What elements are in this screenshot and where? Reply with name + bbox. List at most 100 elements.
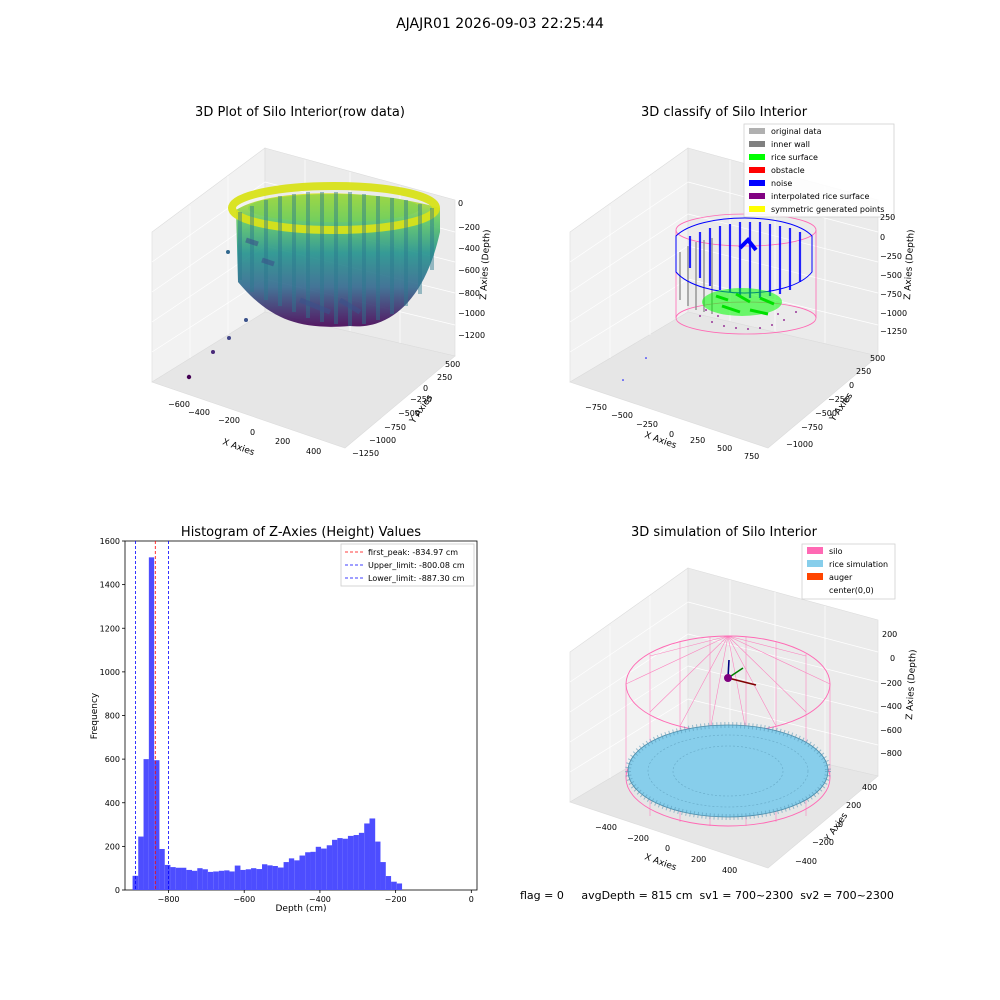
histogram-bar: [234, 865, 241, 890]
svg-text:750: 750: [744, 452, 759, 461]
svg-text:400: 400: [862, 783, 877, 792]
histogram-bar: [224, 870, 230, 890]
histogram-bar: [299, 855, 306, 890]
histogram-bar: [294, 860, 300, 890]
svg-text:−250: −250: [828, 395, 850, 404]
simulation-x-label: X Axies: [643, 852, 678, 873]
panel-raw-3d: 3D Plot of Silo Interior(row data): [151, 105, 493, 458]
pane-floor: [569, 311, 879, 449]
svg-text:400: 400: [722, 866, 737, 875]
histogram-bar: [143, 759, 149, 891]
legend-label: noise: [771, 179, 792, 188]
svg-text:−200: −200: [880, 679, 902, 688]
histogram-bar: [358, 832, 365, 890]
histogram-bar: [229, 871, 235, 890]
legend-label: original data: [771, 127, 822, 136]
svg-text:−500: −500: [815, 409, 837, 418]
histogram-bar: [353, 835, 359, 890]
histogram-bar: [245, 869, 252, 890]
svg-text:−200: −200: [218, 416, 240, 425]
histogram-bar: [256, 869, 263, 890]
x-tick-label: −600: [233, 895, 255, 904]
simulation-y-ticks: −400 −200 0 200 400: [795, 783, 877, 866]
svg-text:−600: −600: [168, 400, 190, 409]
histogram-bar: [332, 839, 338, 890]
y-tick-label: 1400: [100, 581, 120, 590]
raw-y-ticks: −1250 −1000 −750 −500 −250 0 250 500: [352, 360, 460, 458]
svg-text:−500: −500: [611, 411, 633, 420]
histogram-bar: [148, 557, 155, 890]
svg-text:200: 200: [882, 630, 897, 639]
simulation-x-ticks: −400 −200 0 200 400: [595, 823, 737, 875]
histogram-bar: [321, 848, 327, 890]
svg-text:−400: −400: [595, 823, 617, 832]
svg-text:−600: −600: [880, 726, 902, 735]
svg-text:0: 0: [250, 428, 255, 437]
simulation-legend: silo rice simulation auger center(0,0): [801, 543, 896, 600]
x-tick-label: −400: [309, 895, 331, 904]
figure-title: AJAJR01 2026-09-03 22:25:44: [396, 16, 604, 32]
histogram-bar: [391, 881, 397, 890]
svg-text:−400: −400: [880, 702, 902, 711]
rice-simulation-surface: [625, 722, 831, 820]
histogram-bar: [305, 852, 311, 890]
classify-legend: original data inner wall rice surface obsta…: [743, 123, 895, 218]
legend-label: interpolated rice surface: [771, 192, 869, 201]
svg-text:−1000: −1000: [369, 436, 396, 445]
x-tick-label: 0: [469, 895, 474, 904]
legend-label: inner wall: [771, 140, 810, 149]
legend-label: symmetric generated points: [771, 205, 884, 214]
legend-label: silo: [829, 547, 843, 556]
histogram-bar: [186, 869, 192, 890]
svg-text:0: 0: [423, 384, 428, 393]
classify-y-ticks: −1000 −750 −500 −250 0 250 500: [786, 354, 885, 449]
legend-swatch: [749, 180, 765, 186]
histogram-bar: [342, 838, 348, 890]
svg-text:−200: −200: [812, 838, 834, 847]
panel-classify-title: 3D classify of Silo Interior: [641, 105, 808, 120]
histogram-bar: [310, 851, 316, 890]
histogram-x-label: Depth (cm): [275, 904, 326, 914]
histogram-y-label: Frequency: [90, 692, 100, 739]
svg-text:−750: −750: [585, 403, 607, 412]
svg-text:400: 400: [306, 447, 321, 456]
legend-swatch: [807, 560, 823, 567]
svg-text:0: 0: [849, 381, 854, 390]
histogram-bar: [267, 865, 273, 890]
raw-x-ticks: −600 −400 −200 0 200 400: [168, 400, 321, 456]
svg-text:250: 250: [856, 367, 871, 376]
svg-text:−1000: −1000: [880, 309, 907, 318]
histogram-bar: [175, 867, 182, 890]
svg-text:0: 0: [880, 233, 885, 242]
svg-text:−200: −200: [458, 223, 480, 232]
legend-swatch: [749, 141, 765, 147]
histogram-bar: [283, 862, 289, 890]
histogram-threshold-lines: [135, 541, 169, 890]
classify-x-ticks: −750 −500 −250 0 250 500 750: [585, 403, 759, 461]
legend-swatch: [749, 128, 765, 134]
svg-text:−750: −750: [880, 290, 902, 299]
panel-histogram: Histogram of Z-Axies (Height) Values −80…: [90, 525, 478, 914]
svg-text:250: 250: [437, 373, 452, 382]
svg-text:−1250: −1250: [352, 449, 379, 458]
histogram-bars: [132, 557, 403, 891]
histogram-bar: [154, 760, 160, 890]
svg-text:−200: −200: [627, 834, 649, 843]
legend-label: center(0,0): [829, 586, 874, 595]
histogram-bar: [277, 867, 284, 890]
histogram-x-ticks: −800 −600 −400 −200 0: [158, 890, 474, 904]
histogram-bar: [164, 864, 171, 890]
svg-text:−800: −800: [880, 749, 902, 758]
svg-text:500: 500: [445, 360, 460, 369]
panel-raw-title: 3D Plot of Silo Interior(row data): [195, 105, 405, 120]
raw-point-cloud: [186, 182, 440, 380]
panel-simulation-3d: 3D simulation of Silo Interior: [569, 525, 919, 875]
histogram-bar: [288, 858, 295, 890]
x-tick-label: −200: [385, 895, 407, 904]
y-tick-label: 600: [105, 755, 120, 764]
y-tick-label: 1000: [100, 668, 120, 677]
svg-text:−400: −400: [458, 244, 480, 253]
x-tick-label: −800: [158, 895, 180, 904]
svg-text:500: 500: [870, 354, 885, 363]
svg-text:200: 200: [846, 801, 861, 810]
